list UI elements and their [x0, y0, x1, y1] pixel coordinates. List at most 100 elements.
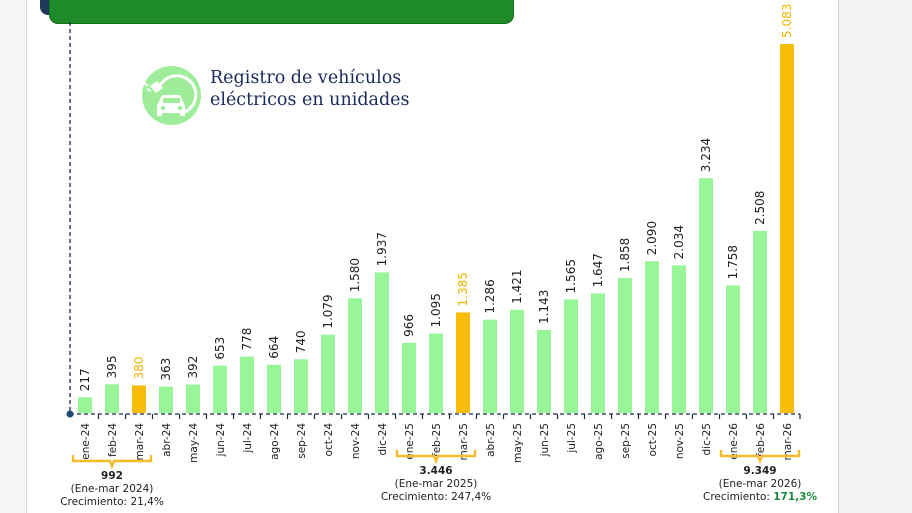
- brace-ene-26-mar-26: [719, 450, 801, 465]
- x-tick-label-jun-25: jun-25: [539, 423, 551, 457]
- bar-abr-24: [159, 386, 173, 413]
- period-growth: Crecimiento: 171,3%: [703, 491, 817, 503]
- value-label-abr-25: 1.286: [483, 279, 497, 313]
- value-label-oct-25: 2.090: [645, 221, 659, 255]
- value-label-jun-25: 1.143: [537, 290, 551, 324]
- bar-feb-25: [429, 333, 443, 413]
- value-label-ene-26: 1.758: [726, 245, 740, 279]
- value-label-oct-24: 1.079: [321, 294, 335, 328]
- bar-mar-25: [456, 312, 470, 413]
- x-tick-label-mar-26: mar-26: [782, 423, 794, 461]
- value-label-mar-26: 5.083: [780, 4, 794, 38]
- x-tick-label-ene-24: ene-24: [80, 423, 92, 460]
- x-tick-label-feb-25: feb-25: [431, 423, 443, 457]
- period-range: (Ene-mar 2024): [70, 483, 154, 495]
- value-label-sep-25: 1.858: [618, 238, 632, 272]
- bar-mar-26: [780, 44, 794, 413]
- brace-ene-25-mar-25: [395, 450, 477, 465]
- x-tick-label-feb-24: feb-24: [107, 423, 119, 457]
- value-label-nov-24: 1.580: [348, 258, 362, 292]
- bar-dic-24: [375, 272, 389, 413]
- x-tick-label-mar-24: mar-24: [134, 423, 146, 461]
- bar-ene-25: [402, 342, 416, 413]
- value-label-feb-24: 395: [105, 355, 119, 378]
- bar-may-24: [186, 384, 200, 413]
- bar-nov-25: [672, 265, 686, 413]
- x-tick-label-nov-25: nov-25: [674, 423, 686, 459]
- bar-sep-25: [618, 278, 632, 413]
- x-tick-label-nov-24: nov-24: [350, 423, 362, 459]
- bar-oct-24: [321, 334, 335, 413]
- period-growth: Crecimiento: 21,4%: [60, 496, 164, 508]
- bar-jul-24: [240, 356, 254, 413]
- x-tick-label-ago-25: ago-25: [593, 423, 605, 460]
- x-tick-label-ene-26: ene-26: [728, 423, 740, 460]
- bar-ene-24: [78, 397, 92, 413]
- x-tick-label-feb-26: feb-26: [755, 423, 767, 457]
- value-label-sep-24: 740: [294, 330, 308, 353]
- period-annotation: 992 (Ene-mar 2024) Crecimiento: 21,4%: [37, 470, 187, 509]
- x-tick-label-abr-24: abr-24: [161, 423, 173, 457]
- value-label-ago-24: 664: [267, 336, 281, 359]
- value-label-dic-25: 3.234: [699, 138, 713, 172]
- electric-car-plug-icon: [142, 66, 201, 125]
- bar-jun-25: [537, 330, 551, 413]
- header-banner: [49, 0, 514, 24]
- x-tick-label-ene-25: ene-25: [404, 423, 416, 460]
- x-tick-label-oct-24: oct-24: [323, 423, 335, 457]
- chart-title-line1: Registro de vehículos: [210, 68, 402, 88]
- x-tick-label-dic-24: dic-24: [377, 423, 389, 456]
- period-range: (Ene-mar 2026): [718, 478, 802, 490]
- bar-jun-24: [213, 365, 227, 413]
- axis-origin-dot: [66, 410, 74, 418]
- x-tick-label-jun-24: jun-24: [215, 423, 227, 458]
- value-label-nov-25: 2.034: [672, 225, 686, 259]
- bar-nov-24: [348, 298, 362, 413]
- period-total: 9.349: [743, 465, 777, 477]
- value-label-jul-25: 1.565: [564, 259, 578, 293]
- right-margin: [839, 0, 912, 513]
- x-tick-label-may-25: may-25: [512, 423, 524, 463]
- period-total: 992: [101, 470, 123, 482]
- value-label-may-24: 392: [186, 356, 200, 379]
- period-annotation: 9.349 (Ene-mar 2026) Crecimiento: 171,3%: [685, 465, 835, 504]
- value-label-ago-25: 1.647: [591, 253, 605, 287]
- bar-ago-24: [267, 364, 281, 413]
- period-growth: Crecimiento: 247,4%: [380, 491, 492, 503]
- x-tick-label-may-24: may-24: [188, 423, 200, 463]
- x-tick-label-oct-25: oct-25: [647, 423, 659, 456]
- bar-feb-24: [105, 384, 119, 413]
- left-margin: [0, 0, 27, 513]
- value-label-jun-24: 653: [213, 337, 227, 360]
- period-annotation: 3.446 (Ene-mar 2025) Crecimiento: 247,4%: [361, 465, 511, 504]
- x-tick-label-abr-25: abr-25: [485, 423, 497, 457]
- x-tick-label-jul-24: jul-24: [242, 423, 254, 454]
- bar-feb-26: [753, 230, 767, 413]
- value-label-ene-24: 217: [78, 368, 92, 391]
- brace-ene-24-mar-24: [71, 455, 153, 470]
- bar-abr-25: [483, 319, 497, 413]
- bar-ago-25: [591, 293, 605, 413]
- bar-oct-25: [645, 261, 659, 413]
- value-label-may-25: 1.421: [510, 269, 524, 303]
- value-label-jul-24: 778: [240, 328, 254, 351]
- bar-may-25: [510, 309, 524, 413]
- value-label-dic-24: 1.937: [375, 232, 389, 266]
- bar-ene-26: [726, 285, 740, 413]
- value-label-abr-24: 363: [159, 358, 173, 381]
- value-label-ene-25: 966: [402, 314, 416, 337]
- chart-title-line2: eléctricos en unidades: [210, 90, 410, 110]
- x-tick-label-mar-25: mar-25: [458, 423, 470, 460]
- x-tick-label-sep-24: sep-24: [296, 423, 308, 459]
- bar-sep-24: [294, 359, 308, 413]
- value-label-feb-26: 2.508: [753, 191, 767, 225]
- bar-jul-25: [564, 299, 578, 413]
- x-tick-label-jul-25: jul-25: [566, 423, 578, 454]
- bar-mar-24: [132, 385, 146, 413]
- value-label-feb-25: 1.095: [429, 293, 443, 327]
- period-range: (Ene-mar 2025): [394, 478, 478, 490]
- x-tick-label-ago-24: ago-24: [269, 423, 281, 460]
- bar-dic-25: [699, 178, 713, 413]
- value-label-mar-24: 380: [132, 357, 146, 380]
